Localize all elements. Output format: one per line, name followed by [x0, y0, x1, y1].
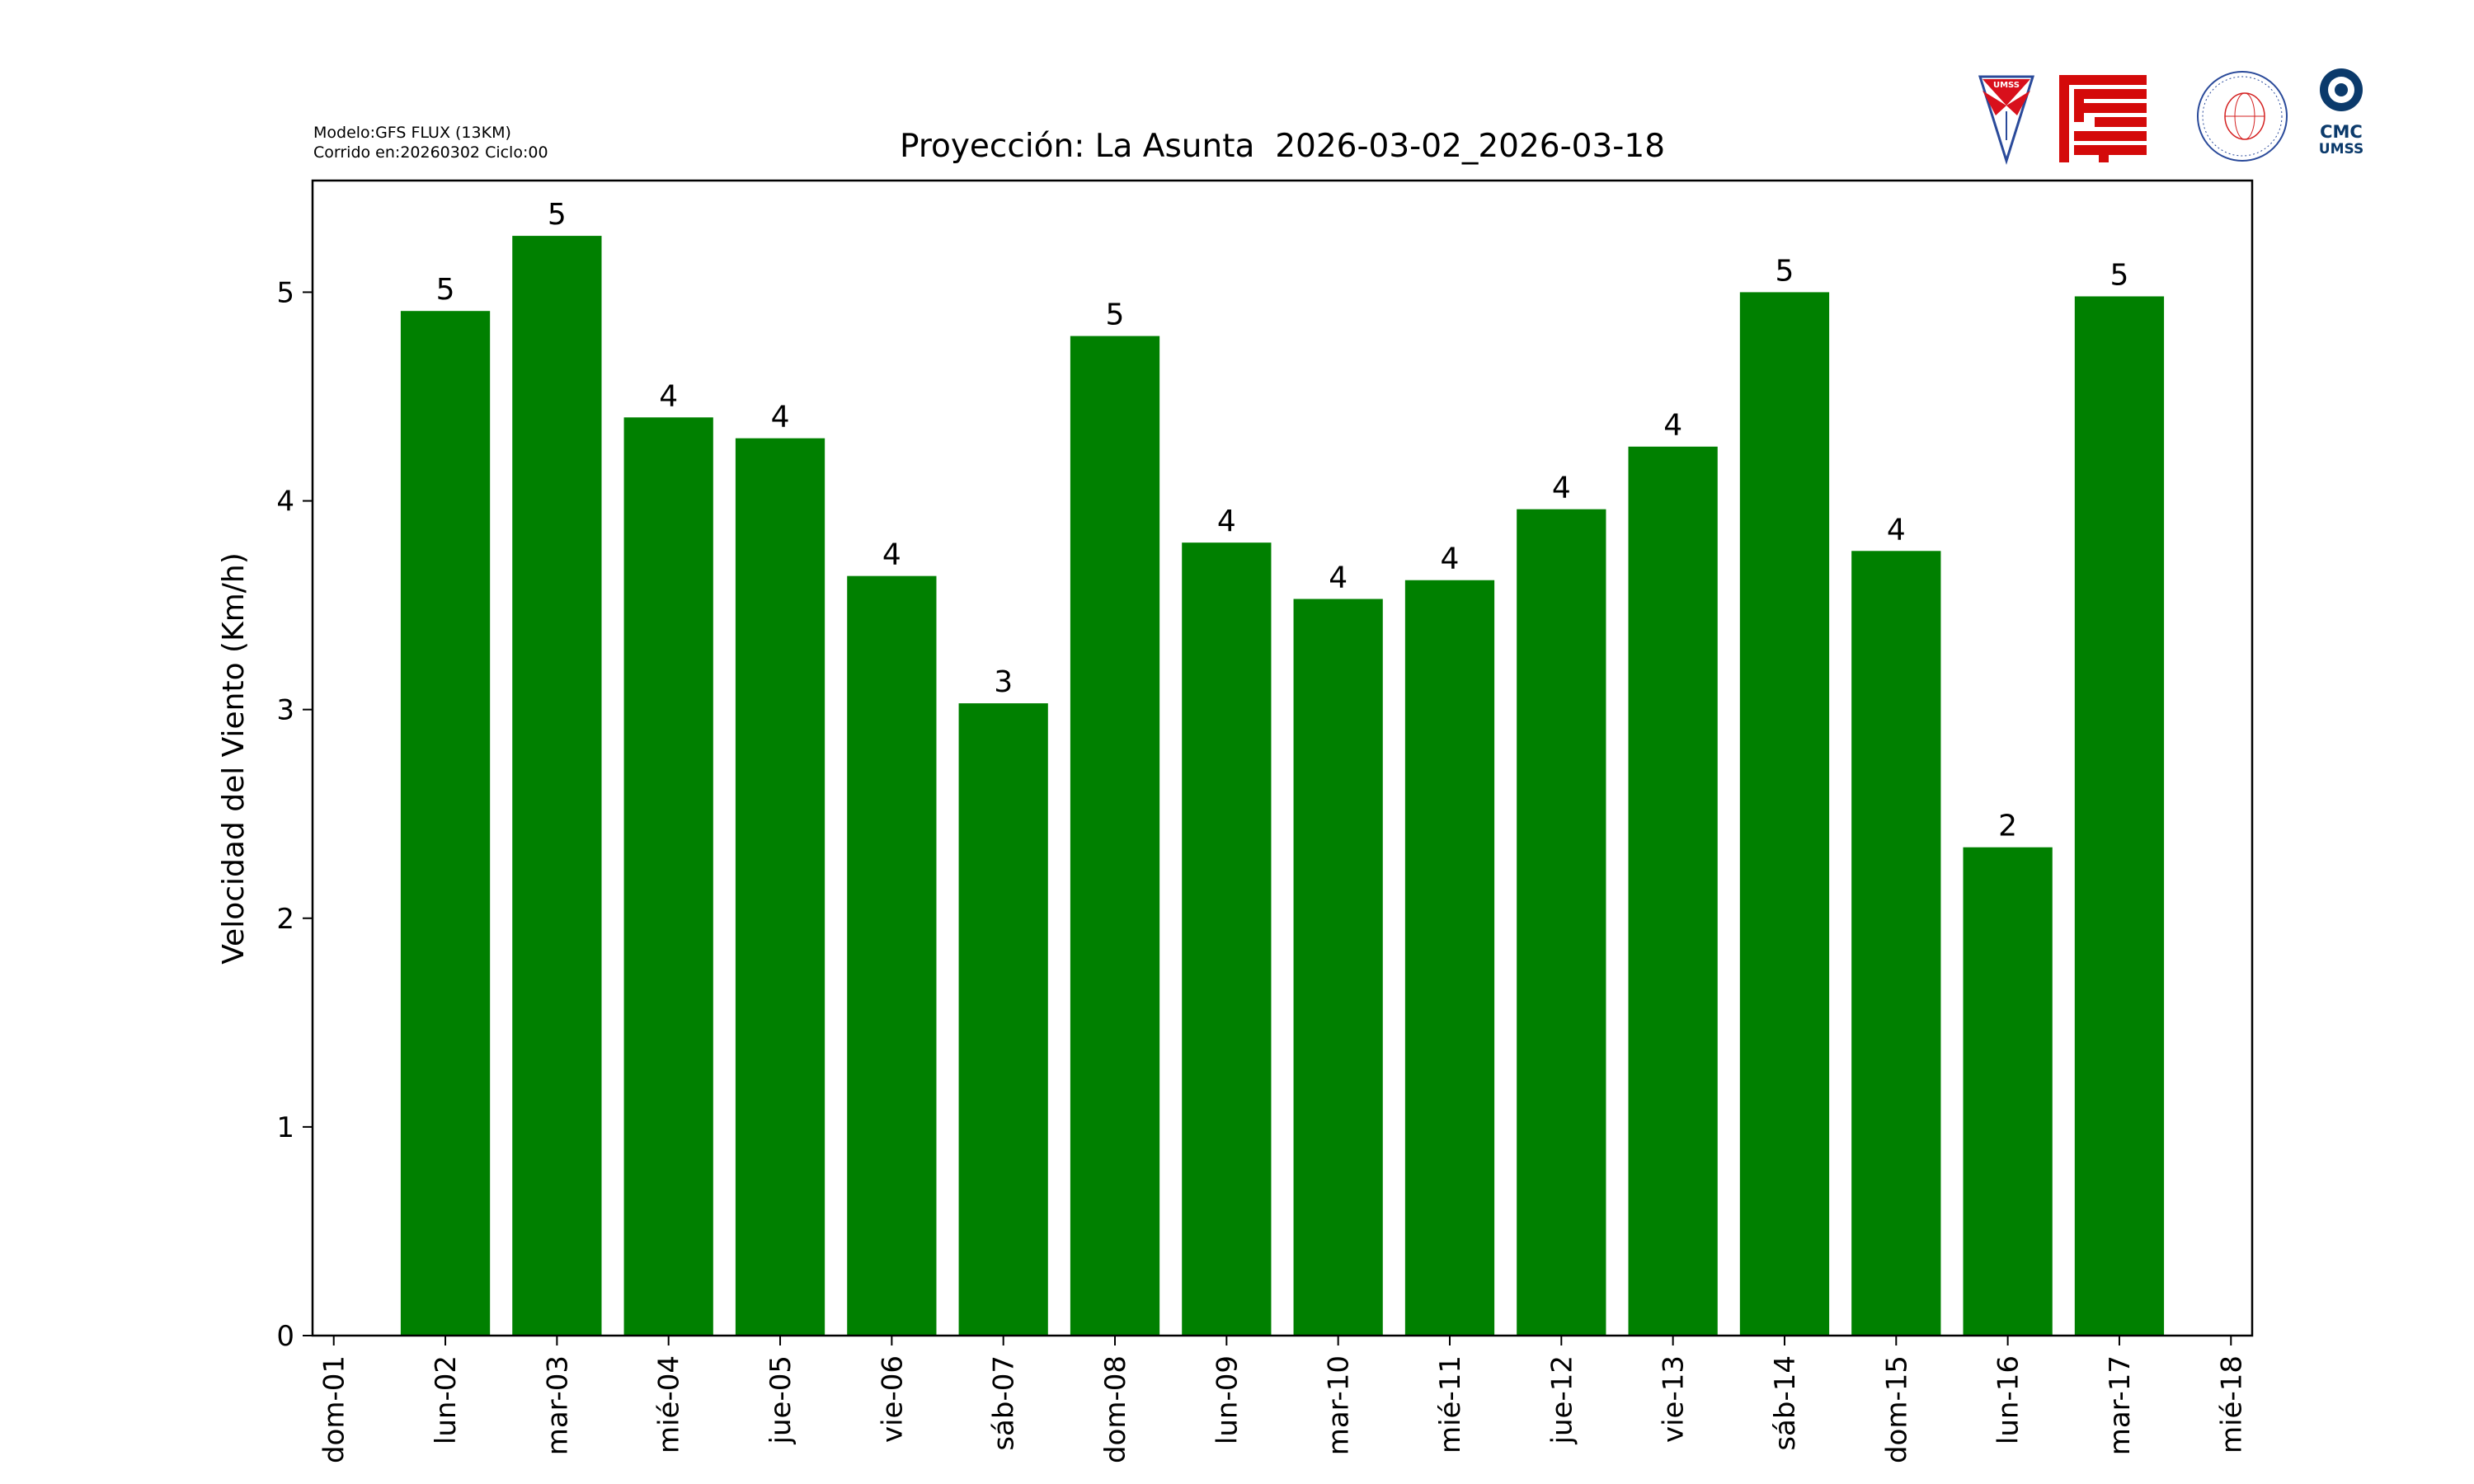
bar-lun-09	[1182, 542, 1272, 1336]
x-tick-label: sáb-07	[988, 1355, 1021, 1451]
y-tick-label: 3	[276, 694, 294, 727]
bar-sáb-14	[1739, 292, 1830, 1336]
x-tick-label: mié-04	[653, 1355, 686, 1453]
x-tick-label: mar-10	[1323, 1355, 1356, 1455]
data-label: 4	[659, 379, 678, 413]
x-tick-label: dom-15	[1880, 1355, 1913, 1463]
data-label: 4	[1441, 542, 1460, 576]
cmc-umss-logo: CMC UMSS	[2319, 68, 2363, 157]
x-tick-label: vie-06	[876, 1355, 909, 1443]
x-tick-label: mié-18	[2215, 1355, 2248, 1453]
data-label: 5	[436, 273, 455, 307]
bar-mié-04	[623, 417, 713, 1336]
bar-mar-17	[2074, 296, 2165, 1336]
bar-jue-12	[1517, 509, 1606, 1336]
x-tick-label: lun-09	[1211, 1355, 1244, 1444]
bar-jue-05	[735, 438, 825, 1336]
x-tick-label: jue-12	[1545, 1355, 1578, 1444]
x-tick-label: vie-13	[1658, 1355, 1691, 1443]
bar-vie-06	[847, 575, 937, 1336]
data-label: 5	[548, 198, 567, 232]
x-tick-label: mar-03	[541, 1355, 574, 1455]
data-label: 4	[1329, 561, 1348, 594]
data-label: 4	[771, 401, 790, 434]
bar-dom-08	[1070, 336, 1160, 1336]
data-label: 5	[2110, 258, 2129, 292]
plot-frame	[311, 179, 2254, 1337]
bar-mar-03	[512, 236, 602, 1336]
x-tick-label: jue-05	[764, 1355, 797, 1444]
y-axis-label: Velocidad del Viento (Km/h)	[217, 552, 251, 965]
run-info: Corrido en:20260302 Ciclo:00	[313, 143, 548, 162]
data-label: 4	[1552, 472, 1571, 505]
bar-lun-02	[400, 311, 491, 1336]
data-label: 4	[1217, 505, 1236, 538]
data-label: 5	[1776, 254, 1794, 288]
x-tick-label: dom-01	[318, 1355, 351, 1463]
data-label: 4	[882, 538, 901, 572]
x-tick-label: mar-17	[2104, 1355, 2137, 1455]
plot-area: 5 5 4 4 4 3 5 4 4 4 4 4 5 4 2 5 0 1 2 3 4 5 dom-01 lun-02 mar-03…	[276, 179, 2254, 1463]
y-tick-label: 1	[276, 1111, 294, 1144]
bar-sáb-07	[958, 703, 1048, 1336]
svg-text:UMSS: UMSS	[2319, 141, 2363, 157]
svg-text:UMSS: UMSS	[1993, 81, 2020, 90]
y-tick-label: 2	[276, 903, 294, 936]
data-label: 4	[1887, 513, 1906, 547]
fcyt-logo	[2059, 75, 2147, 162]
bar-mié-11	[1404, 580, 1495, 1336]
svg-text:CMC: CMC	[2320, 122, 2363, 142]
umss-logo: UMSS	[1978, 75, 2035, 166]
departamento-fisica-logo	[2197, 71, 2288, 162]
chart-title: Proyección: La Asunta 2026-03-02_2026-03…	[900, 128, 1665, 165]
data-label: 5	[1106, 298, 1125, 332]
data-label: 4	[1663, 409, 1682, 443]
data-label: 2	[1998, 810, 2017, 843]
x-tick-label: lun-02	[430, 1355, 463, 1444]
x-tick-label: sáb-14	[1769, 1355, 1802, 1451]
y-tick-label: 4	[276, 486, 294, 519]
bar-mar-10	[1293, 599, 1383, 1336]
x-tick-label: lun-16	[1992, 1355, 2025, 1444]
x-tick-label: dom-08	[1099, 1355, 1132, 1463]
y-tick-label: 5	[276, 276, 294, 309]
bar-dom-15	[1851, 551, 1941, 1336]
y-tick-label: 0	[276, 1320, 294, 1353]
data-label: 3	[994, 665, 1013, 699]
bar-lun-16	[1963, 847, 2053, 1336]
x-tick-label: mié-11	[1434, 1355, 1467, 1453]
model-info: Modelo:GFS FLUX (13KM)	[313, 124, 511, 142]
bar-vie-13	[1628, 446, 1718, 1336]
